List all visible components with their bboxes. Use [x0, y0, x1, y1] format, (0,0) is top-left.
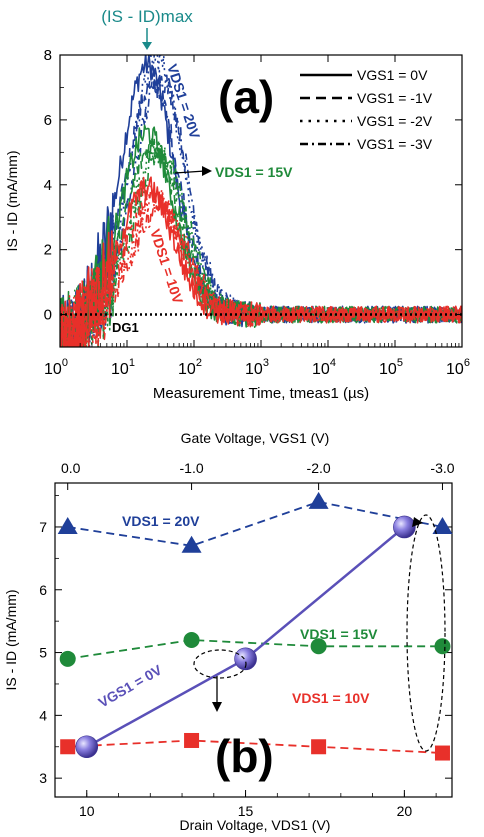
panel-b-label: (b)	[215, 730, 274, 782]
a-xtick-label: 102	[178, 357, 202, 378]
legend-label-2: VGS1 = -2V	[357, 113, 433, 129]
b-label-vgs-0v: VGS1 = 0V	[96, 661, 166, 710]
b-marker-triangle	[57, 516, 78, 534]
b-xtick-label: 15	[238, 803, 254, 819]
b-marker-sphere	[234, 647, 257, 671]
panel-b-top-xlabel: Gate Voltage, VGS1 (V)	[181, 430, 330, 446]
series-label-15v-pointer	[174, 170, 206, 174]
panel-b-axes: 10 15 20 0.0 -1.0 -2.0 -3.0 3 4 5 6 7	[39, 460, 455, 819]
b-xtick-label: 10	[79, 803, 95, 819]
a-xtick-label: 100	[44, 357, 68, 378]
a-xtick-label: 101	[111, 357, 135, 378]
panel-b-series	[57, 491, 453, 761]
b-label-20v: VDS1 = 20V	[122, 513, 200, 529]
b-marker-circle	[183, 632, 200, 648]
b-marker-circle	[434, 638, 451, 655]
b-xtick-label: 20	[397, 803, 413, 819]
panel-a-ylabel: IS - ID (mA/mm)	[4, 150, 20, 251]
b-marker-square	[434, 745, 450, 761]
a-ytick-label: 6	[44, 112, 52, 129]
a-curve	[60, 188, 462, 347]
arrow-up-head	[412, 517, 423, 527]
a-ytick-label: 2	[44, 242, 52, 259]
b-ytick-label: 3	[39, 770, 47, 786]
legend-label-1: VGS1 = -1V	[357, 90, 433, 106]
b-ytick-label: 6	[39, 582, 47, 598]
b-label-15v: VDS1 = 15V	[300, 626, 378, 642]
b-marker-square	[184, 732, 200, 748]
selection-ellipse-small	[193, 649, 247, 679]
peak-annotation: (IS - ID)max	[101, 7, 193, 26]
panel-a-xlabel: Measurement Time, tmeas1 (µs)	[153, 385, 369, 402]
b-marker-sphere	[75, 735, 99, 759]
a-xtick-label: 103	[245, 357, 269, 378]
b-marker-square	[60, 739, 76, 755]
arrow-down-head	[212, 702, 222, 712]
b-series-line	[67, 639, 443, 660]
panel-b-ylabel: IS - ID (mA/mm)	[3, 589, 19, 690]
b-marker-triangle	[181, 535, 202, 553]
b-series-line	[67, 739, 443, 754]
b-marker-triangle	[308, 491, 329, 509]
b-marker-sphere	[393, 515, 416, 539]
panel-a-label: (a)	[218, 71, 274, 123]
b-ytick-label: 4	[39, 707, 47, 723]
panel-b: Gate Voltage, VGS1 (V) 10 15 20 0.0 -1.0 -2.0…	[3, 430, 455, 833]
b-label-10v: VDS1 = 10V	[292, 690, 370, 706]
b-ytick-label: 7	[39, 519, 47, 535]
b-top-tick-label: -2.0	[307, 460, 331, 476]
series-label-15v: VDS1 = 15V	[215, 164, 293, 180]
b-top-tick-label: -3.0	[430, 460, 454, 476]
a-ytick-label: 8	[44, 47, 52, 64]
a-ytick-label: 0	[44, 307, 52, 324]
b-top-tick-label: -1.0	[180, 460, 204, 476]
a-xtick-label: 106	[446, 357, 470, 378]
panel-b-frame	[54, 482, 453, 798]
b-marker-circle	[59, 650, 76, 667]
legend-label-3: VGS1 = -3V	[357, 136, 433, 152]
series-label-15v-arrowhead	[202, 166, 212, 176]
selection-ellipse-large	[406, 514, 446, 752]
legend-label-0: VGS1 = 0V	[357, 67, 428, 83]
panel-a-legend: VGS1 = 0V VGS1 = -1V VGS1 = -2V VGS1 = -…	[300, 67, 433, 152]
b-ytick-label: 5	[39, 645, 47, 661]
a-xtick-label: 105	[379, 357, 403, 378]
peak-arrow-head	[142, 42, 152, 50]
panel-a-curves	[60, 55, 462, 347]
b-marker-triangle	[432, 516, 453, 534]
b-top-tick-label: 0.0	[61, 460, 81, 476]
panel-b-xlabel: Drain Voltage, VDS1 (V)	[180, 817, 331, 833]
b-marker-square	[311, 739, 327, 755]
dg1-label: DG1	[112, 320, 139, 335]
a-xtick-label: 104	[312, 357, 336, 378]
a-ytick-label: 4	[44, 177, 52, 194]
b-marker-circle	[310, 638, 327, 655]
